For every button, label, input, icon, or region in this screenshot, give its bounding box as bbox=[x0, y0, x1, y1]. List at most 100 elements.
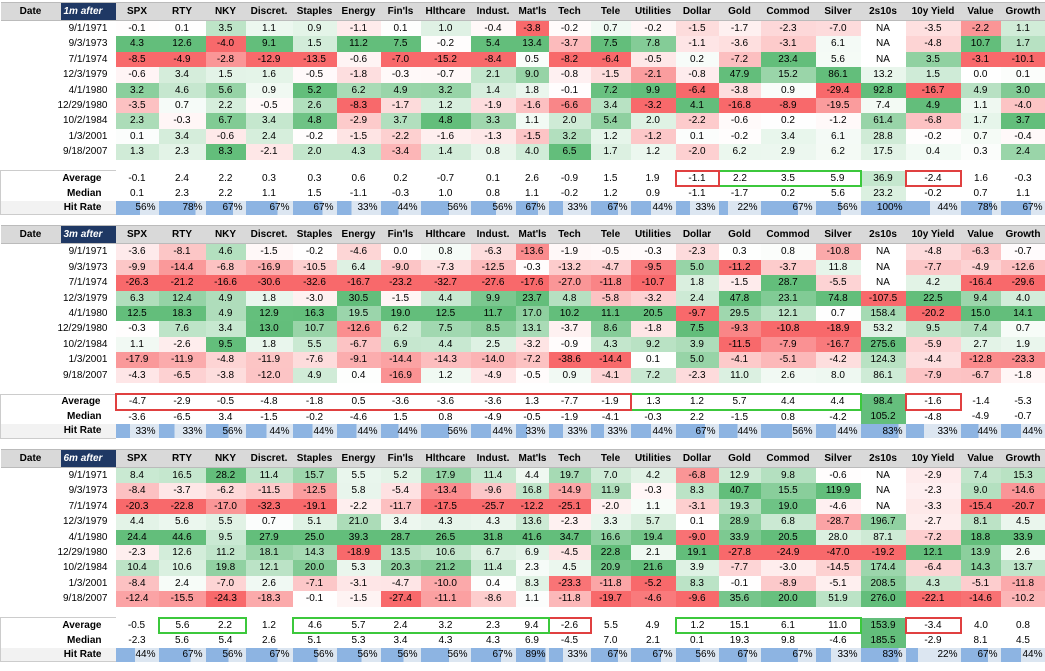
value-cell: -2.2 bbox=[380, 128, 421, 145]
summary-cell: 5.5 bbox=[604, 619, 618, 631]
value-cell: 22.5 bbox=[905, 290, 961, 307]
value-cell: -4.4 bbox=[905, 352, 961, 368]
summary-cell: -4.1 bbox=[601, 411, 620, 423]
value-cell: -29.6 bbox=[1000, 275, 1045, 291]
summary-cell: 67% bbox=[470, 647, 516, 662]
value-cell: -38.6 bbox=[548, 352, 591, 368]
summary-cell: -0.7 bbox=[1014, 411, 1032, 423]
value-cell: -1.8 bbox=[630, 321, 676, 337]
value-cell: -4.9 bbox=[470, 367, 516, 384]
summary-cell: -1.9 bbox=[560, 411, 579, 423]
value-cell: -0.6 bbox=[205, 128, 246, 145]
value-cell: 1.1 bbox=[515, 591, 549, 607]
column-header: 2s10s bbox=[860, 225, 906, 245]
summary-label: Median bbox=[0, 186, 116, 201]
summary-cell: 1.5 bbox=[307, 187, 322, 199]
summary-cell: 67% bbox=[960, 647, 1001, 662]
summary-cell: 0.3 bbox=[307, 172, 322, 184]
value-cell: 21.0 bbox=[336, 514, 381, 530]
column-header: Mat'ls bbox=[515, 2, 549, 21]
value-cell: -17.0 bbox=[205, 498, 246, 515]
value-cell: 0.1 bbox=[675, 128, 719, 145]
date-cell: 10/2/1984 bbox=[63, 115, 108, 127]
value-cell: 0.9 bbox=[760, 82, 816, 99]
value-cell: -3.4 bbox=[380, 144, 421, 160]
value-cell: 3.4 bbox=[205, 321, 246, 337]
value-cell: 6.2 bbox=[380, 321, 421, 337]
value-cell: -8.9 bbox=[760, 575, 816, 592]
summary-cell: -1.6 bbox=[904, 393, 962, 411]
value-cell: 1.2 bbox=[630, 144, 676, 160]
summary-cell: 6.9 bbox=[525, 635, 539, 647]
column-header: Staples bbox=[292, 2, 337, 21]
value-cell: 86.1 bbox=[860, 367, 906, 384]
value-cell: 5.0 bbox=[675, 352, 719, 368]
value-cell: -0.8 bbox=[548, 67, 591, 83]
value-cell: 4.4 bbox=[420, 336, 471, 353]
summary-cell: 56% bbox=[115, 200, 159, 215]
date-cell: 4/1/1980 bbox=[68, 531, 108, 543]
summary-cell: 100% bbox=[860, 200, 906, 215]
value-cell: 87.1 bbox=[860, 529, 906, 545]
column-header: Dollar bbox=[675, 448, 719, 468]
value-cell: -4.6 bbox=[630, 591, 676, 607]
value-cell: 8.3 bbox=[515, 575, 549, 592]
value-cell: -107.5 bbox=[860, 290, 906, 307]
summary-row: Average -4.7 -2.9 -0.5 -4.8 -1.8 0.5 -3.6 -3.6 -3… bbox=[0, 393, 1045, 411]
summary-cell: -4.6 bbox=[829, 635, 847, 647]
summary-cell: 105.2 bbox=[860, 409, 906, 425]
value-cell: -6.5 bbox=[158, 367, 206, 384]
value-cell: 2.6 bbox=[292, 98, 337, 114]
value-cell: 4.5 bbox=[548, 560, 591, 576]
value-cell: -4.7 bbox=[590, 259, 631, 276]
value-cell: -3.3 bbox=[905, 498, 961, 515]
value-cell: 6.8 bbox=[760, 514, 816, 530]
value-cell: 6.9 bbox=[380, 336, 421, 353]
data-row: 7/1/1974 -20.3 -22.8 -17.0 -32.3 -19.1 -2.2 -11… bbox=[1, 498, 1045, 515]
data-row: 7/1/1974 -26.3 -21.2 -16.6 -30.6 -32.6 -16.7 -2… bbox=[1, 275, 1045, 291]
value-cell: -11.8 bbox=[590, 275, 631, 291]
summary-cell: 5.3 bbox=[351, 635, 366, 647]
value-cell: 0.3 bbox=[960, 144, 1001, 160]
summary-cell: 1.2 bbox=[674, 616, 719, 635]
summary-cell: -1.4 bbox=[972, 396, 990, 408]
value-cell: -22.8 bbox=[158, 498, 206, 515]
value-cell: 3.5 bbox=[205, 20, 246, 37]
data-row: 12/3/1979 6.3 12.4 4.9 1.8 -3.0 30.5 -1.5 4.4 9.9… bbox=[1, 290, 1045, 307]
summary-cell: 5.7 bbox=[718, 393, 761, 411]
value-cell: -24.9 bbox=[760, 544, 816, 561]
value-cell: -16.9 bbox=[380, 367, 421, 384]
value-cell: -3.6 bbox=[115, 243, 159, 260]
summary-cell: 4.9 bbox=[645, 619, 660, 631]
summary-cell: 0.8 bbox=[1016, 619, 1030, 631]
value-cell: -1.5 bbox=[336, 591, 381, 607]
value-cell: 21.6 bbox=[630, 560, 676, 576]
column-header: Commod bbox=[760, 2, 816, 21]
summary-cell: 44% bbox=[1000, 647, 1045, 662]
value-cell: 15.3 bbox=[1000, 467, 1045, 484]
value-cell: 3.2 bbox=[420, 82, 471, 99]
column-header: Tech bbox=[548, 448, 591, 468]
value-cell: 0.1 bbox=[380, 20, 421, 37]
value-cell: -9.0 bbox=[380, 259, 421, 276]
column-header: 10y Yield bbox=[905, 448, 961, 468]
column-header: Silver bbox=[815, 448, 861, 468]
value-cell: 0.3 bbox=[718, 243, 761, 260]
value-cell: 12.5 bbox=[115, 306, 159, 322]
value-cell: -4.0 bbox=[1000, 98, 1045, 114]
value-cell: 5.6 bbox=[815, 51, 861, 68]
column-header: NKY bbox=[205, 225, 246, 245]
value-cell: 0.1 bbox=[158, 20, 206, 37]
column-header: Hlthcare bbox=[420, 448, 471, 468]
value-cell: 18.3 bbox=[158, 306, 206, 322]
column-header: Fin'ls bbox=[380, 225, 421, 245]
summary-cell: 44% bbox=[630, 200, 676, 215]
summary-cell: 2.2 bbox=[690, 411, 704, 423]
value-cell: -14.4 bbox=[380, 352, 421, 368]
summary-cell: 89% bbox=[515, 647, 549, 662]
value-cell: -12.6 bbox=[336, 321, 381, 337]
value-cell: 4.3 bbox=[420, 514, 471, 530]
summary-cell: -1.1 bbox=[674, 169, 720, 188]
value-cell: -2.2 bbox=[336, 498, 381, 515]
value-cell: -23.2 bbox=[380, 275, 421, 291]
